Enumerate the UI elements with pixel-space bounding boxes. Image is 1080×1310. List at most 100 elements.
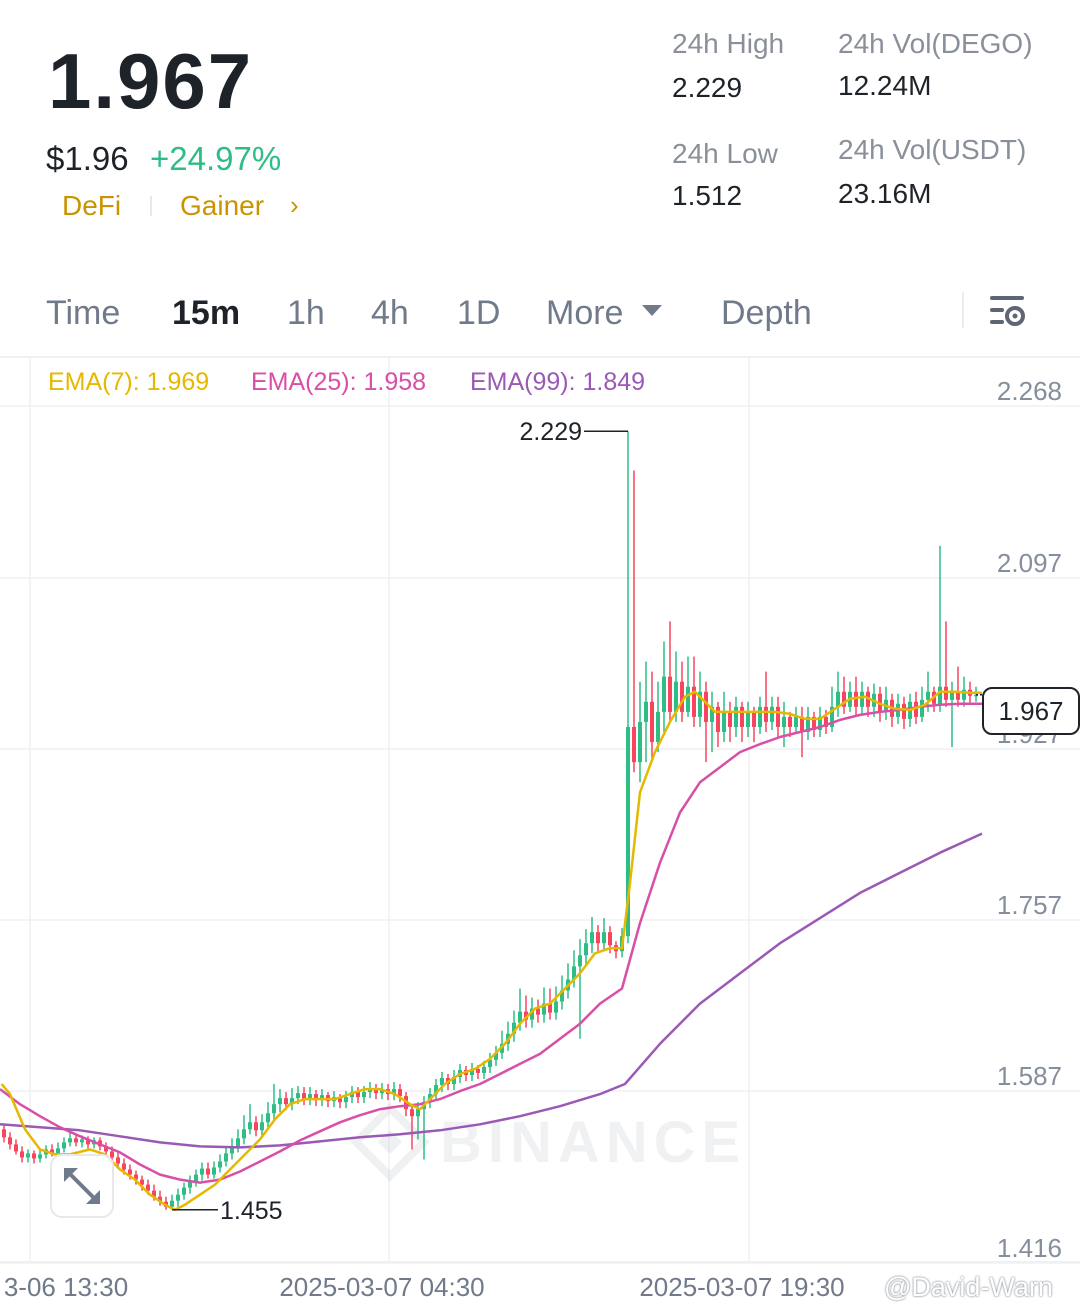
- tab-depth[interactable]: Depth: [721, 294, 812, 332]
- candle-body: [296, 1093, 300, 1099]
- candle-body: [398, 1089, 402, 1097]
- candle-body: [926, 691, 930, 700]
- stat-low-label: 24h Low: [672, 138, 778, 169]
- legend-ema25[interactable]: EMA(25): 1.958: [251, 368, 427, 396]
- candle-body: [806, 716, 810, 732]
- candle-body: [68, 1138, 72, 1143]
- candle-body: [644, 701, 648, 722]
- tag-separator: [150, 196, 152, 216]
- brand-watermark-text: BINANCE: [440, 1110, 746, 1175]
- expand-icon: [64, 1168, 100, 1204]
- tab-more[interactable]: More: [546, 294, 663, 333]
- stat-low-value: 1.512: [672, 180, 743, 211]
- candle-body: [8, 1137, 12, 1145]
- candle-body: [752, 711, 756, 727]
- candle-body: [200, 1168, 204, 1175]
- brand-watermark: BINANCE: [350, 1102, 746, 1182]
- expand-chart-button[interactable]: [50, 1154, 114, 1218]
- candle-body: [950, 691, 954, 700]
- candle-body: [356, 1092, 360, 1098]
- candle-body: [704, 691, 708, 722]
- candle-body: [698, 691, 702, 717]
- tag-defi[interactable]: DeFi: [62, 190, 122, 221]
- candle-body: [842, 691, 846, 707]
- candle-body: [518, 1011, 522, 1023]
- stat-vol-quote-label: 24h Vol(USDT): [838, 134, 1027, 165]
- candle-body: [632, 726, 636, 763]
- candle-body: [416, 1109, 420, 1117]
- tab-1h[interactable]: 1h: [287, 294, 325, 332]
- candle-body: [482, 1066, 486, 1073]
- candle-body: [524, 1011, 528, 1020]
- candle-body: [278, 1098, 282, 1105]
- candle-body: [674, 681, 678, 712]
- candle-body: [134, 1174, 138, 1180]
- chart-settings-icon[interactable]: [988, 294, 1028, 330]
- candle-body: [944, 686, 948, 700]
- ema-lines: [0, 690, 983, 1212]
- tab-15m[interactable]: 15m: [172, 294, 241, 332]
- tab-time[interactable]: Time: [46, 294, 121, 332]
- candle-body: [410, 1109, 414, 1117]
- chevron-right-icon[interactable]: ›: [290, 190, 299, 220]
- candle-body: [194, 1174, 198, 1182]
- candle-body: [902, 703, 906, 719]
- candle-body: [242, 1129, 246, 1139]
- candle-body: [20, 1151, 24, 1158]
- candle-body: [656, 711, 660, 743]
- candle-body: [476, 1068, 480, 1073]
- candle-body: [374, 1088, 378, 1094]
- tab-1d[interactable]: 1D: [457, 294, 501, 332]
- candle-body: [26, 1153, 30, 1158]
- candle-body: [128, 1169, 132, 1175]
- candle-body: [530, 1008, 534, 1020]
- candle-body: [362, 1092, 366, 1098]
- candle-body: [62, 1142, 66, 1149]
- candle-body: [212, 1167, 216, 1175]
- candle-body: [32, 1153, 36, 1159]
- candle-body: [794, 716, 798, 727]
- candle-body: [602, 932, 606, 944]
- candle-body: [770, 706, 774, 722]
- y-tick-label: 1.416: [997, 1233, 1062, 1263]
- candle-body: [74, 1138, 78, 1143]
- candle-body: [146, 1184, 150, 1191]
- candle-body: [290, 1098, 294, 1105]
- stat-vol-base-value: 12.24M: [838, 70, 932, 101]
- x-tick-label: 2025-03-07 04:30: [279, 1272, 484, 1302]
- candle-body: [440, 1078, 444, 1086]
- candle-body: [536, 1008, 540, 1015]
- candle-body: [548, 1003, 552, 1013]
- legend-ema99[interactable]: EMA(99): 1.849: [470, 368, 646, 396]
- candle-body: [260, 1122, 264, 1131]
- candle-body: [788, 716, 792, 727]
- candle-body: [836, 691, 840, 707]
- candle-body: [590, 932, 594, 944]
- stat-vol-quote-value: 23.16M: [838, 178, 932, 209]
- y-tick-label: 1.587: [997, 1061, 1062, 1091]
- candle-body: [776, 706, 780, 727]
- candle-body: [668, 676, 672, 712]
- candle-body: [158, 1196, 162, 1202]
- candle-body: [800, 716, 804, 732]
- tab-divider: [962, 292, 964, 328]
- candle-body: [452, 1076, 456, 1085]
- tag-gainer[interactable]: Gainer: [180, 190, 265, 221]
- candle-body: [344, 1097, 348, 1103]
- candle-body: [758, 706, 762, 727]
- y-tick-label: 2.097: [997, 548, 1062, 578]
- legend-ema7[interactable]: EMA(7): 1.969: [48, 368, 210, 396]
- candle-body: [338, 1097, 342, 1103]
- candle-body: [140, 1179, 144, 1185]
- candle-body: [38, 1154, 42, 1159]
- candle-body: [572, 966, 576, 980]
- last-price: 1.967: [48, 37, 254, 125]
- ema7-line: [0, 690, 982, 1212]
- tab-4h[interactable]: 4h: [371, 294, 409, 332]
- candle-body: [170, 1200, 174, 1207]
- candle-body: [254, 1122, 258, 1131]
- ema25-line: [0, 702, 982, 1184]
- candle-body: [920, 699, 924, 717]
